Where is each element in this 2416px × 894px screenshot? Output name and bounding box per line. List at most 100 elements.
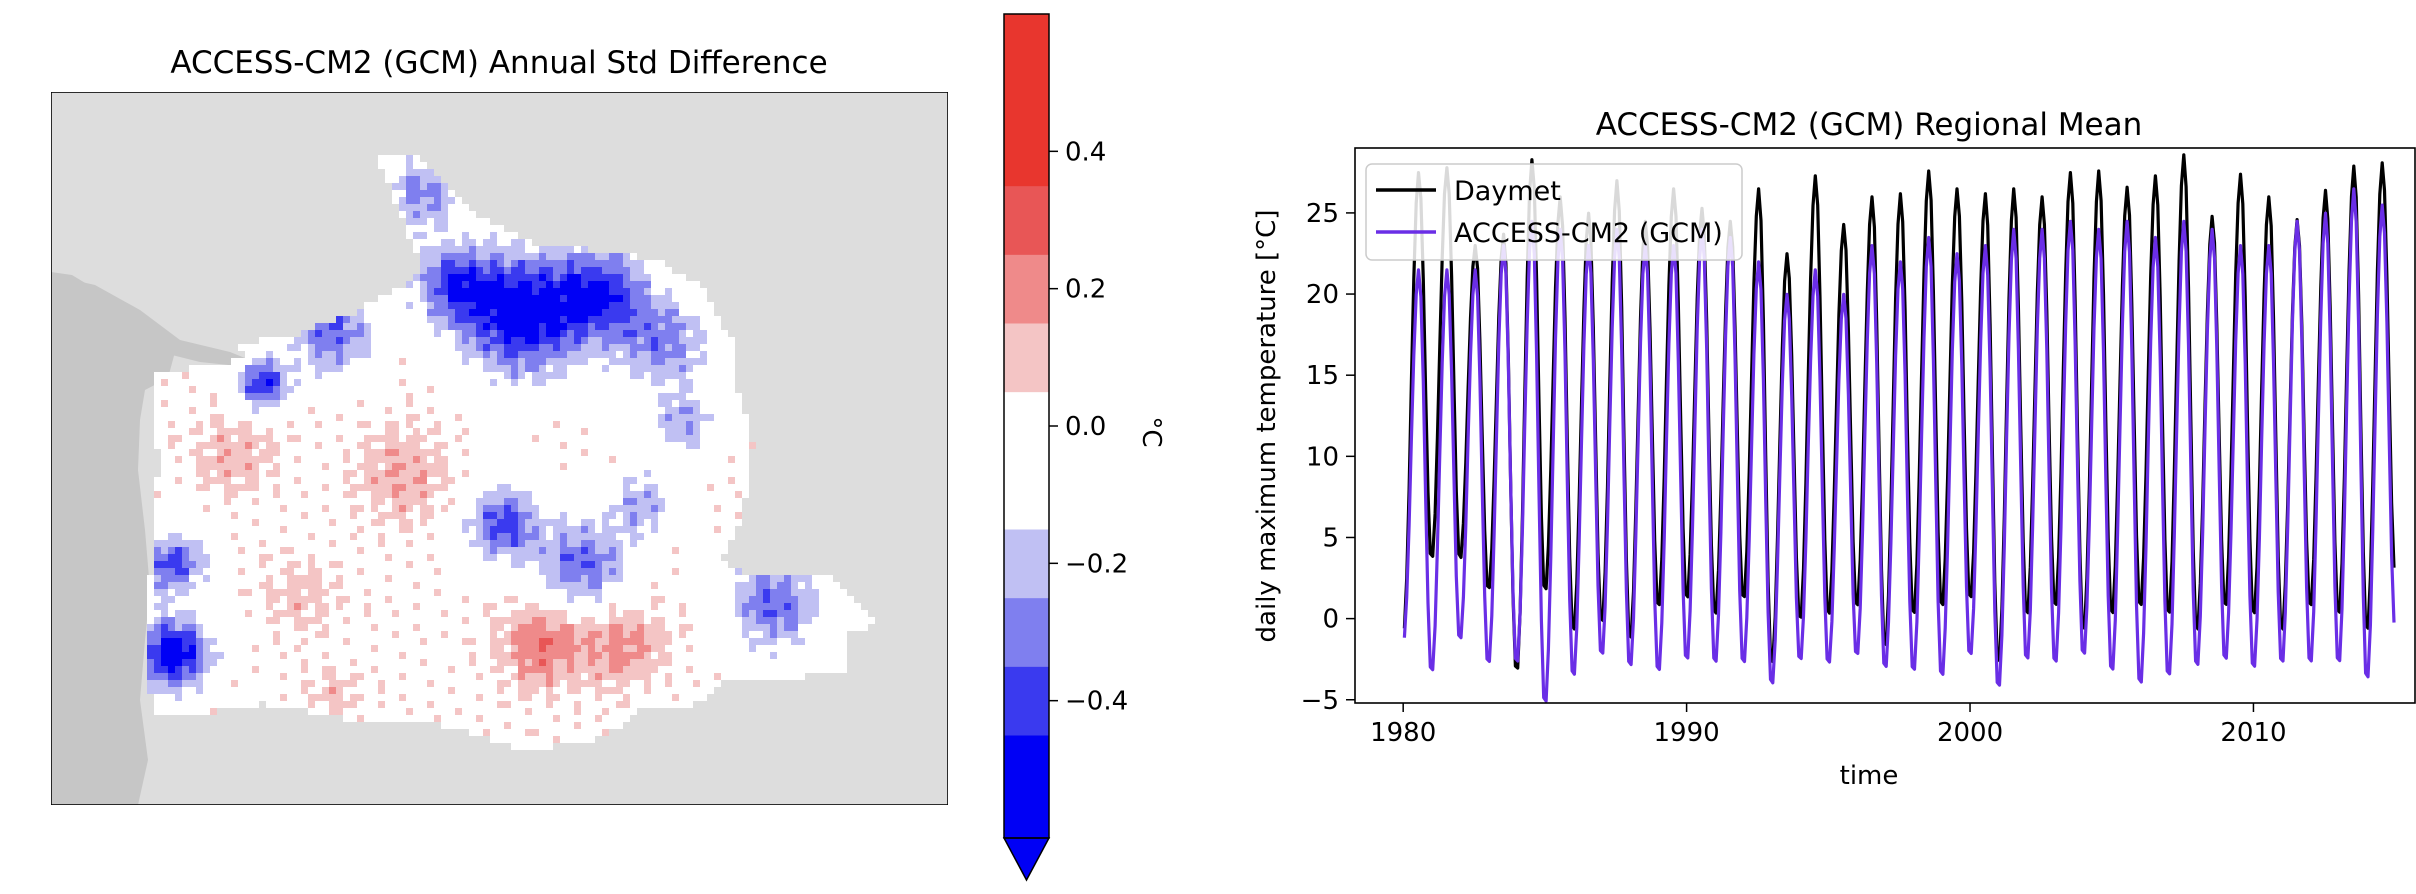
- map-cell: [420, 393, 427, 400]
- map-cell: [644, 519, 651, 526]
- map-cell: [574, 568, 581, 575]
- map-cell: [476, 372, 483, 379]
- map-cell: [672, 659, 679, 666]
- map-cell: [259, 519, 266, 526]
- map-cell: [651, 568, 658, 575]
- map-cell: [546, 652, 553, 659]
- map-cell: [322, 435, 329, 442]
- map-cell: [567, 603, 574, 610]
- map-cell: [623, 484, 630, 491]
- map-cell: [574, 274, 581, 281]
- map-cell: [413, 274, 420, 281]
- map-cell: [476, 624, 483, 631]
- map-cell: [623, 526, 630, 533]
- map-cell: [329, 344, 336, 351]
- map-cell: [546, 379, 553, 386]
- map-cell: [413, 155, 420, 162]
- map-cell: [203, 365, 210, 372]
- map-cell: [686, 652, 693, 659]
- map-cell: [644, 323, 651, 330]
- map-cell: [413, 176, 420, 183]
- map-cell: [784, 666, 791, 673]
- map-cell: [644, 477, 651, 484]
- map-cell: [280, 673, 287, 680]
- map-cell: [441, 190, 448, 197]
- map-cell: [532, 246, 539, 253]
- map-cell: [308, 631, 315, 638]
- map-cell: [385, 673, 392, 680]
- map-cell: [448, 218, 455, 225]
- map-cell: [469, 638, 476, 645]
- map-cell: [322, 337, 329, 344]
- map-cell: [483, 288, 490, 295]
- map-cell: [322, 652, 329, 659]
- map-cell: [609, 316, 616, 323]
- map-cell: [280, 631, 287, 638]
- map-cell: [364, 309, 371, 316]
- map-cell: [469, 533, 476, 540]
- map-cell: [350, 554, 357, 561]
- map-cell: [252, 477, 259, 484]
- map-cell: [301, 624, 308, 631]
- map-cell: [287, 386, 294, 393]
- map-cell: [287, 505, 294, 512]
- map-cell: [161, 645, 168, 652]
- map-cell: [168, 512, 175, 519]
- map-cell: [567, 330, 574, 337]
- map-cell: [315, 456, 322, 463]
- map-cell: [168, 519, 175, 526]
- map-cell: [357, 491, 364, 498]
- map-cell: [406, 638, 413, 645]
- map-cell: [714, 379, 721, 386]
- map-cell: [476, 288, 483, 295]
- map-cell: [679, 659, 686, 666]
- map-cell: [217, 484, 224, 491]
- map-cell: [280, 554, 287, 561]
- map-cell: [728, 589, 735, 596]
- map-cell: [469, 512, 476, 519]
- map-cell: [553, 372, 560, 379]
- map-cell: [168, 631, 175, 638]
- map-cell: [245, 393, 252, 400]
- map-cell: [637, 673, 644, 680]
- map-cell: [231, 582, 238, 589]
- map-cell: [329, 617, 336, 624]
- map-cell: [546, 603, 553, 610]
- map-cell: [595, 526, 602, 533]
- map-cell: [546, 519, 553, 526]
- map-cell: [273, 449, 280, 456]
- map-cell: [462, 288, 469, 295]
- map-cell: [714, 547, 721, 554]
- map-cell: [427, 211, 434, 218]
- map-cell: [742, 575, 749, 582]
- map-cell: [574, 302, 581, 309]
- map-cell: [364, 512, 371, 519]
- map-cell: [658, 596, 665, 603]
- map-cell: [616, 309, 623, 316]
- map-cell: [763, 652, 770, 659]
- map-cell: [686, 568, 693, 575]
- map-cell: [651, 449, 658, 456]
- map-cell: [154, 561, 161, 568]
- map-cell: [560, 323, 567, 330]
- map-cell: [294, 533, 301, 540]
- map-cell: [574, 393, 581, 400]
- map-cell: [735, 610, 742, 617]
- map-cell: [336, 554, 343, 561]
- map-cell: [469, 589, 476, 596]
- map-cell: [378, 344, 385, 351]
- map-cell: [434, 526, 441, 533]
- map-cell: [686, 400, 693, 407]
- map-cell: [483, 666, 490, 673]
- map-cell: [189, 498, 196, 505]
- map-cell: [371, 393, 378, 400]
- map-cell: [427, 666, 434, 673]
- map-cell: [707, 323, 714, 330]
- map-cell: [175, 505, 182, 512]
- map-cell: [483, 547, 490, 554]
- map-cell: [623, 253, 630, 260]
- map-cell: [623, 561, 630, 568]
- map-cell: [546, 596, 553, 603]
- map-cell: [700, 484, 707, 491]
- map-cell: [497, 659, 504, 666]
